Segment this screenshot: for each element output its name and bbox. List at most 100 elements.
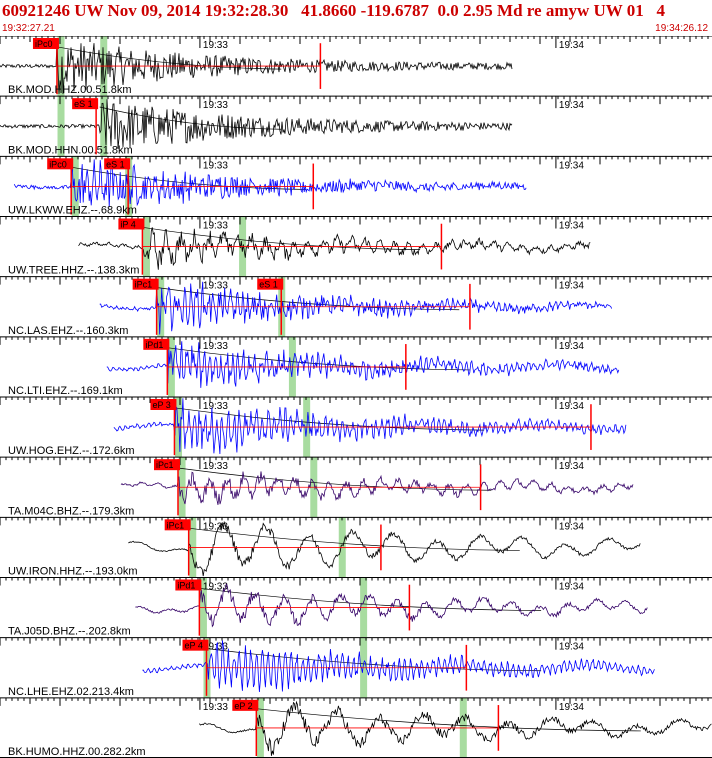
pick-label-bg — [118, 218, 145, 230]
pick-label-bg — [104, 158, 131, 170]
station-label: TA.M04C.BHZ.--.179.3km — [8, 505, 134, 517]
minute-label: 19:34 — [559, 401, 584, 412]
pick-label-bg — [143, 338, 170, 350]
minute-label: 19:34 — [559, 40, 584, 51]
pick-label: iPc0 — [49, 159, 67, 169]
pick-label: eS 1 — [106, 159, 125, 169]
waveform — [0, 99, 513, 150]
pick-label-bg — [32, 38, 59, 49]
waveform — [99, 281, 613, 335]
station-label: TA.J05D.BHZ.--.202.8km — [8, 626, 131, 638]
waveform — [13, 159, 527, 208]
station-label: UW.HOG.EHZ.--.172.6km — [8, 445, 135, 457]
header-bar: 60921246 UW Nov 09, 2014 19:32:28.30 41.… — [0, 0, 712, 36]
minute-label: 19:33 — [203, 461, 228, 472]
minute-label: 19:33 — [203, 401, 228, 412]
minute-label: 19:33 — [203, 221, 228, 232]
minute-label: 19:34 — [559, 461, 584, 472]
trace-row: 19:33 19:34 iPd1 TA.J05D.BHZ.--.202.8km — [0, 577, 712, 638]
waveform — [78, 227, 591, 270]
trace-row: 19:33 19:34 eS 1 BK.MOD.HHN.00.51.8km — [0, 95, 712, 157]
start-time-label: 19:32:27.21 — [2, 23, 55, 34]
trace-row: 19:33 19:34 eP 3 UW.HOG.EHZ.--.172.6km — [0, 396, 712, 458]
station-label: NC.LHE.EHZ.02.213.4km — [8, 686, 134, 698]
pick-label-bg — [257, 278, 284, 290]
phase-window — [57, 96, 65, 157]
pick-label-bg — [72, 98, 99, 110]
pick-label-bg — [132, 278, 159, 290]
waveform — [135, 583, 648, 628]
station-label: UW.TREE.HHZ.--.138.3km — [8, 265, 139, 277]
minute-label: 19:34 — [559, 702, 584, 713]
station-label: UW.LKWW.EHZ.--.68.9km — [8, 205, 137, 217]
pick-label: iPc0 — [35, 39, 53, 49]
waveform — [106, 341, 620, 388]
pick-label-bg — [150, 399, 177, 410]
travel-time-curve — [188, 527, 520, 551]
minute-label: 19:34 — [559, 281, 584, 292]
travel-time-curve — [256, 708, 641, 732]
waveform — [142, 640, 655, 693]
minute-label: 19:33 — [203, 341, 228, 352]
minute-label: 19:33 — [203, 521, 228, 532]
pick-label: iPc1 — [135, 280, 153, 290]
pick-label: eS 1 — [74, 99, 93, 109]
minute-label: 19:33 — [203, 582, 228, 593]
trace-row: 19:33 19:34 iPc1 TA.M04C.BHZ.--.179.3km — [0, 456, 712, 517]
end-time-label: 19:34:26.12 — [655, 23, 708, 34]
waveform — [128, 520, 641, 577]
minute-label: 19:34 — [559, 100, 584, 111]
pick-label: eS 1 — [259, 280, 278, 290]
minute-label: 19:34 — [559, 341, 584, 352]
trace-row: 19:33 19:34 iPc0 BK.MOD.HHZ.00.51.8km — [0, 36, 712, 97]
waveform — [0, 39, 513, 95]
pick-label-bg — [182, 639, 209, 651]
minute-label: 19:34 — [559, 521, 584, 532]
trace-row: 19:33 19:34 eP 4 NC.LHE.EHZ.02.213.4km — [0, 637, 712, 698]
event-title: 60921246 UW Nov 09, 2014 19:32:28.30 41.… — [2, 1, 665, 20]
pick-label: iPc1 — [167, 520, 185, 530]
travel-time-curve — [167, 347, 470, 371]
trace-row: 19:33 19:34 iPd1 NC.LTI.EHZ.--.169.1km — [0, 336, 712, 397]
minute-label: 19:33 — [203, 281, 228, 292]
station-label: BK.HUMO.HHZ.00.282.2km — [8, 746, 146, 758]
waveform — [113, 398, 627, 455]
pick-label: iPd1 — [145, 340, 163, 350]
pick-label-bg — [175, 579, 202, 591]
minute-label: 19:34 — [559, 221, 584, 232]
trace-row: 19:33 19:34 eP 2 BK.HUMO.HHZ.00.282.2km — [0, 697, 712, 758]
travel-time-curve — [177, 467, 492, 491]
waveform — [199, 700, 712, 756]
pick-label: eP 3 — [152, 400, 170, 410]
trace-row: 19:33 19:34 iPc1 eS 1 NC.LAS.EHZ.--.160.3km — [0, 276, 712, 337]
pick-label-bg — [47, 158, 74, 170]
minute-label: 19:33 — [203, 100, 228, 111]
pick-label-bg — [232, 699, 259, 711]
station-label: NC.LTI.EHZ.--.169.1km — [8, 385, 123, 397]
pick-label-bg — [164, 519, 191, 531]
minute-label: 19:33 — [203, 702, 228, 713]
trace-row: 19:33 19:34 iPc1 UW.IRON.HHZ.--.193.0km — [0, 516, 712, 578]
station-label: UW.IRON.HHZ.--.193.0km — [8, 566, 138, 578]
minute-label: 19:33 — [203, 40, 228, 51]
station-label: BK.MOD.HHN.00.51.8km — [8, 144, 133, 156]
minute-label: 19:33 — [203, 160, 228, 171]
pick-label-bg — [154, 459, 180, 471]
station-label: NC.LAS.EHZ.--.160.3km — [8, 325, 128, 337]
waveform — [120, 471, 634, 505]
travel-time-curve — [99, 106, 282, 130]
pick-label: eP 2 — [234, 701, 252, 711]
minute-label: 19:34 — [559, 642, 584, 653]
pick-label: iPc1 — [156, 460, 174, 470]
station-label: BK.MOD.HHZ.00.51.8km — [8, 84, 131, 96]
minute-label: 19:34 — [559, 582, 584, 593]
travel-time-curve — [71, 166, 307, 190]
minute-label: 19:33 — [203, 642, 228, 653]
pick-label: iP 4 — [120, 220, 135, 230]
pick-label: eP 4 — [184, 641, 202, 651]
trace-row: 19:33 19:34 iPc0 eS 1 UW.LKWW.EHZ.--.68.9km — [0, 155, 712, 217]
minute-label: 19:34 — [559, 160, 584, 171]
pick-label: iPd1 — [177, 581, 195, 591]
phase-window — [100, 96, 108, 157]
